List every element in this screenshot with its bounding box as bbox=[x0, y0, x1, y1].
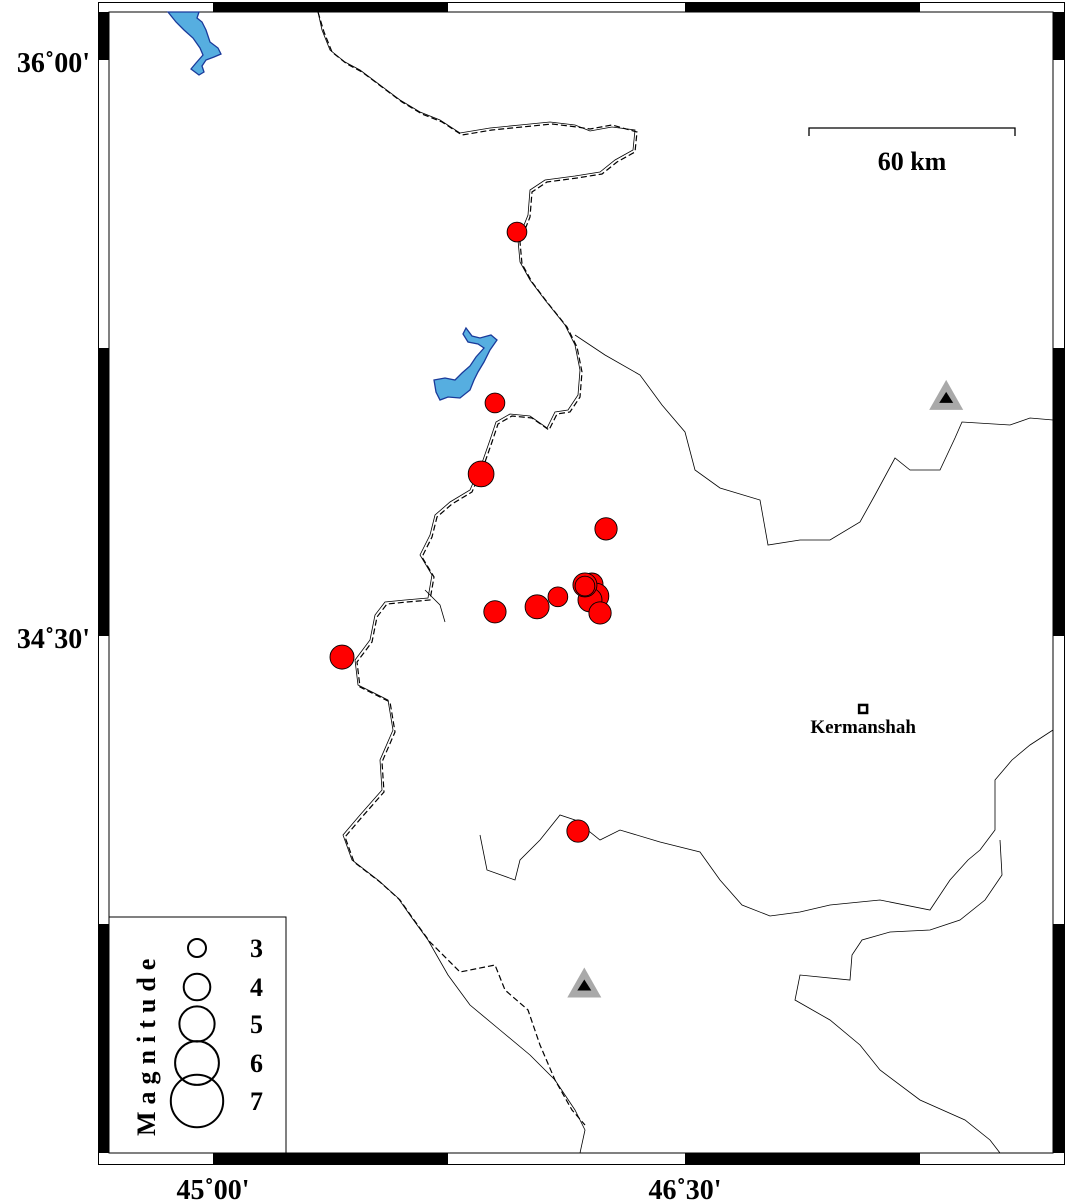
frame-segment bbox=[99, 348, 109, 636]
lon-tick-label: 46˚30' bbox=[648, 1175, 721, 1203]
international-border bbox=[317, 11, 638, 1154]
events-layer bbox=[329, 221, 618, 843]
legend-label: 6 bbox=[250, 1049, 263, 1078]
legend-circle bbox=[187, 938, 207, 958]
earthquake-event bbox=[506, 221, 528, 243]
city-marker-icon bbox=[857, 703, 869, 715]
frame-segment bbox=[685, 1153, 920, 1164]
earthquake-event bbox=[588, 601, 612, 625]
legend-label: 4 bbox=[250, 973, 263, 1002]
earthquake-event bbox=[594, 517, 618, 541]
frame-segment bbox=[99, 12, 109, 60]
axis-labels: 36˚00' 34˚30' 45˚00' 46˚30' bbox=[17, 48, 722, 1203]
frame-segment bbox=[99, 924, 109, 1153]
frame-segment bbox=[1053, 924, 1064, 1153]
scale-bar: 60 km bbox=[808, 127, 1016, 176]
legend-circle bbox=[174, 1040, 220, 1086]
legend-label: 7 bbox=[250, 1087, 263, 1116]
scale-bar-label: 60 km bbox=[878, 147, 947, 176]
magnitude-legend: Magnitude 3 4 5 6 7 bbox=[108, 916, 287, 1154]
province-borders bbox=[479, 334, 1054, 1154]
frame-segment bbox=[213, 3, 448, 12]
legend-circle bbox=[169, 1073, 225, 1129]
earthquake-event bbox=[574, 575, 596, 597]
city-kermanshah: Kermanshah bbox=[810, 703, 916, 738]
frame-segment bbox=[1053, 348, 1064, 636]
legend-title: Magnitude bbox=[132, 952, 161, 1136]
earthquake-event bbox=[329, 644, 355, 670]
city-label: Kermanshah bbox=[810, 717, 916, 738]
lat-tick-label: 36˚00' bbox=[17, 48, 90, 79]
lake-north bbox=[166, 11, 222, 76]
map-frame bbox=[98, 2, 1065, 1165]
seismic-station-icon bbox=[929, 379, 964, 410]
earthquake-event bbox=[483, 600, 507, 624]
stations-layer bbox=[567, 379, 964, 998]
frame-segment bbox=[685, 3, 920, 12]
legend-label: 5 bbox=[250, 1010, 263, 1039]
frame-segment bbox=[1053, 12, 1064, 60]
earthquake-event bbox=[467, 460, 495, 488]
frame-segment bbox=[213, 1153, 448, 1164]
legend-label: 3 bbox=[250, 934, 263, 963]
earthquake-event bbox=[566, 819, 590, 843]
lon-tick-label: 45˚00' bbox=[176, 1175, 249, 1203]
lake-middle bbox=[433, 326, 498, 401]
seismic-station-icon bbox=[567, 967, 602, 998]
earthquake-event bbox=[547, 586, 569, 608]
earthquake-event bbox=[524, 594, 550, 620]
lat-tick-label: 34˚30' bbox=[17, 624, 90, 655]
earthquake-event bbox=[484, 392, 506, 414]
legend-circle bbox=[182, 972, 212, 1002]
